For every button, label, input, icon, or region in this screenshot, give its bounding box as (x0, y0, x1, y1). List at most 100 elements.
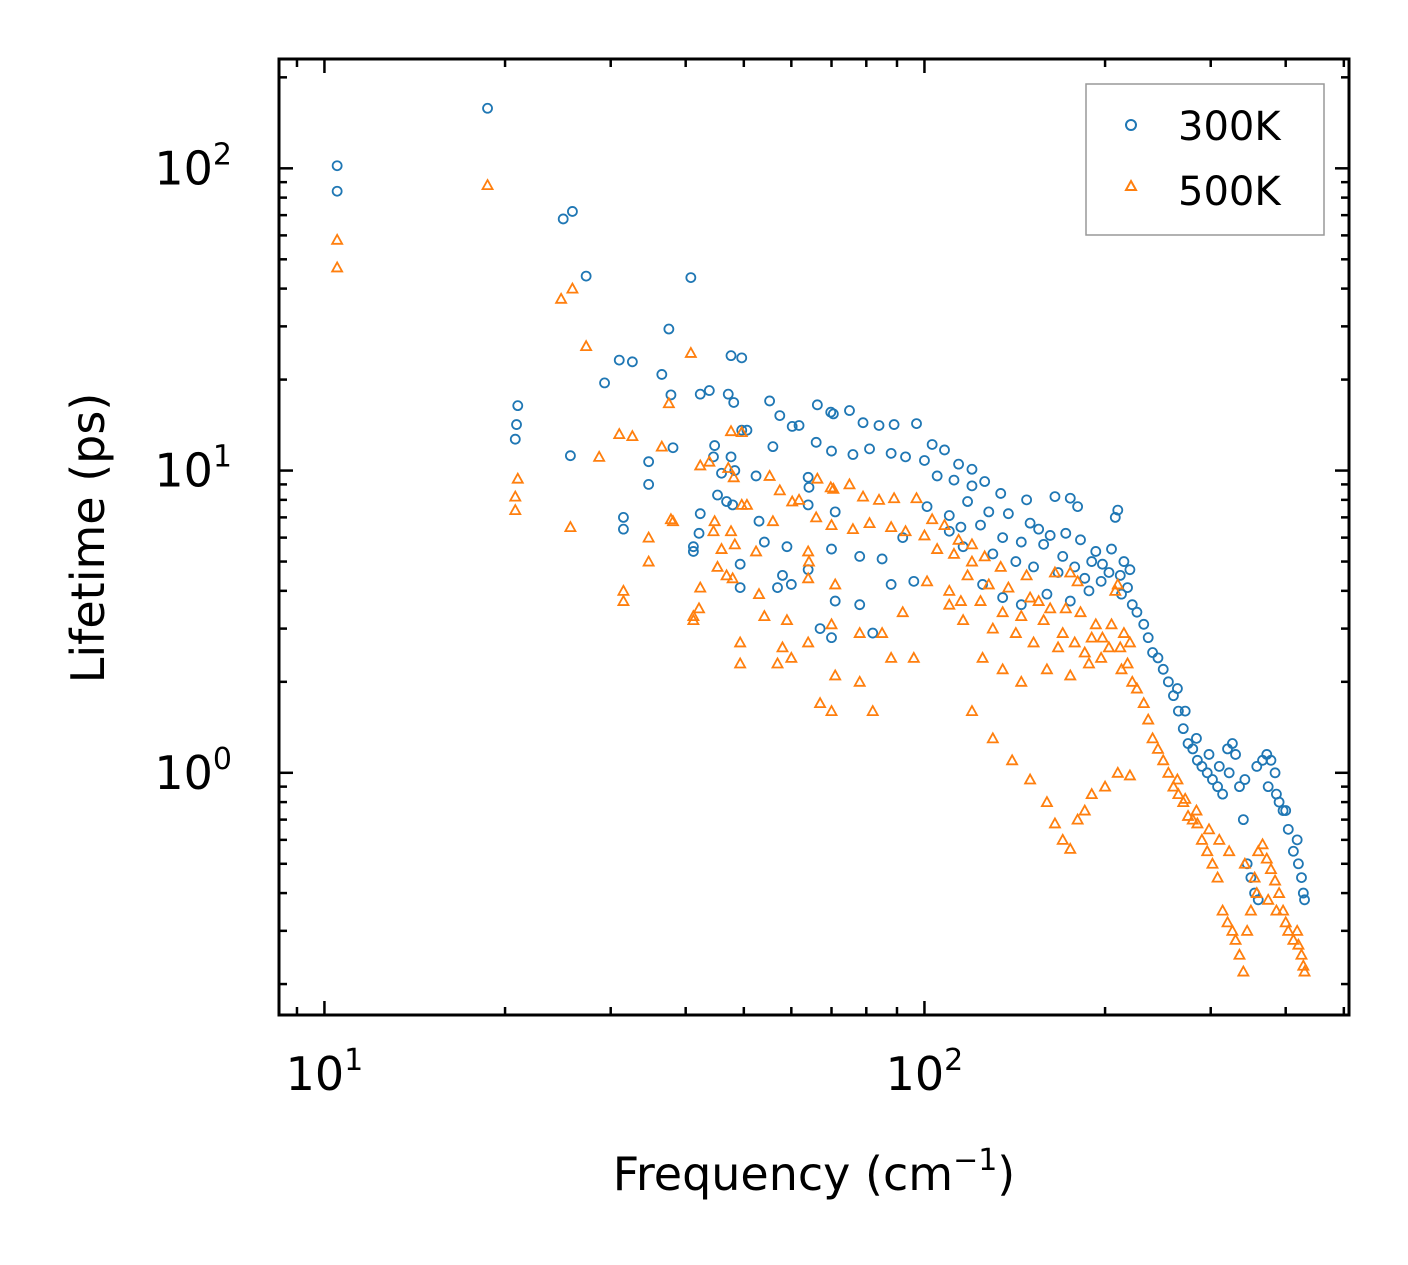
data-point-500K (920, 574, 934, 587)
data-point-500K (1205, 856, 1219, 869)
data-point-300K (975, 519, 986, 531)
data-point-500K (1260, 851, 1274, 864)
data-point-500K (1020, 568, 1034, 581)
y-tick-label-exponent: 0 (213, 742, 232, 777)
data-point-300K (1028, 561, 1039, 573)
data-point-300K (693, 527, 705, 539)
data-point-300K (786, 421, 798, 432)
data-point-300K (1291, 834, 1303, 846)
data-point-500K (917, 528, 931, 541)
data-point-300K (857, 417, 869, 429)
data-point-500K (726, 571, 740, 584)
data-point-500K (1272, 886, 1286, 898)
x-axis-title-close: ) (997, 1147, 1015, 1201)
data-point-300K (1038, 538, 1050, 550)
data-point-500K (1040, 795, 1054, 807)
data-point-300K (716, 467, 727, 479)
data-point-500K (780, 613, 794, 626)
data-point-500K (810, 471, 824, 484)
data-point-300K (1015, 536, 1027, 548)
data-point-300K (1287, 845, 1299, 857)
data-point-300K (665, 389, 677, 401)
data-point-300K (1271, 788, 1282, 800)
data-point-500K (954, 594, 968, 606)
data-point-300K (1280, 805, 1292, 816)
data-point-500K (863, 516, 877, 529)
data-point-500K (856, 489, 870, 502)
data-point-300K (557, 213, 569, 225)
data-point-500K (1056, 626, 1070, 638)
data-point-500K (1089, 617, 1103, 630)
data-point-500K (1032, 594, 1046, 606)
data-point-300K (814, 623, 826, 634)
data-point-500K (1248, 870, 1262, 883)
data-point-500K (1037, 613, 1051, 626)
data-point-500K (770, 656, 785, 669)
data-point-500K (1268, 873, 1282, 886)
data-point-500K (1098, 779, 1112, 792)
data-point-500K (330, 260, 344, 273)
data-point-500K (1094, 651, 1108, 663)
data-point-300K (1213, 760, 1225, 772)
data-point-500K (1264, 862, 1278, 875)
data-point-500K (1212, 833, 1226, 845)
data-point-300K (1157, 663, 1169, 675)
data-point-300K (1147, 647, 1158, 658)
data-point-300K (728, 397, 740, 408)
data-point-500K (508, 489, 522, 502)
data-point-300K (1203, 749, 1215, 760)
y-tick-label: 102 (154, 137, 232, 195)
data-point-500K (740, 498, 754, 510)
data-point-500K (763, 469, 777, 481)
data-point-500K (801, 571, 815, 584)
data-point-300K (911, 418, 922, 430)
data-point-300K (712, 489, 723, 501)
data-point-300K (1112, 504, 1124, 516)
data-point-500K (693, 458, 707, 471)
data-point-500K (1123, 768, 1137, 781)
data-point-300K (1024, 517, 1036, 529)
data-point-500K (986, 621, 1000, 634)
data-point-300K (509, 433, 521, 445)
data-point-500K (1059, 601, 1073, 614)
data-point-500K (508, 503, 522, 515)
data-point-500K (1279, 915, 1293, 928)
legend-label-300K: 300K (1178, 104, 1282, 150)
data-point-300K (331, 160, 343, 172)
data-point-500K (1009, 626, 1023, 638)
data-point-500K (1276, 903, 1290, 916)
data-point-500K (1146, 731, 1160, 744)
data-point-300K (844, 405, 855, 416)
data-point-500K (1114, 662, 1129, 675)
data-point-300K (1296, 872, 1307, 884)
data-point-300K (943, 510, 955, 521)
data-point-500K (1040, 662, 1054, 675)
data-point-300K (753, 515, 765, 527)
data-point-500K (853, 674, 867, 687)
data-point-500K (1117, 626, 1131, 638)
data-point-500K (642, 554, 656, 567)
data-point-300K (618, 511, 629, 523)
data-point-300K (777, 569, 788, 581)
data-point-500K (1171, 787, 1185, 800)
data-point-500K (563, 520, 577, 533)
data-point-300K (656, 369, 668, 380)
data-point-300K (567, 206, 578, 217)
data-point-500K (612, 427, 626, 440)
data-point-300K (1095, 575, 1107, 587)
x-axis-title: Frequency (cm−1) (613, 1143, 1016, 1201)
data-point-300K (687, 541, 699, 553)
y-tick-label-base: 10 (154, 746, 213, 800)
data-point-300K (1072, 501, 1084, 512)
data-point-300K (1201, 767, 1213, 779)
data-point-500K (565, 281, 579, 294)
data-point-300K (793, 420, 805, 431)
data-point-500K (801, 544, 815, 557)
data-point-500K (721, 461, 735, 473)
data-point-500K (986, 731, 1000, 744)
data-point-500K (1027, 635, 1041, 648)
data-point-500K (802, 554, 816, 567)
data-point-500K (511, 471, 525, 484)
data-point-500K (961, 568, 975, 581)
data-point-500K (1222, 844, 1236, 857)
